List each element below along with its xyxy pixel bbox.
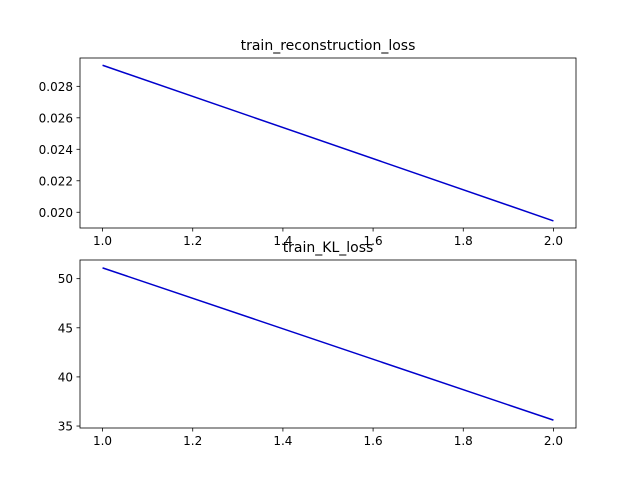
- axes-frame: [79, 259, 577, 429]
- x-tick-label: 1.8: [454, 234, 473, 248]
- series-line-1: [102, 267, 554, 421]
- x-tick-label: 1.8: [454, 434, 473, 448]
- plot-layer: 1.0 1.2 1.4 1.6 1.8 2.0 0.020 0.022 0.024 0.026 0.…: [39, 38, 577, 448]
- y-tick-label: 0.024: [39, 143, 73, 157]
- x-tick-label: 1.2: [183, 434, 202, 448]
- series-line-1: [102, 64, 554, 222]
- chart-title: train_KL_loss: [283, 240, 374, 256]
- y-tick-label: 0.020: [39, 206, 73, 220]
- axes-frame: [79, 57, 577, 229]
- y-tick-label: 40: [58, 370, 73, 384]
- x-tick-label: 1.6: [364, 234, 383, 248]
- x-tick-label: 1.0: [93, 234, 112, 248]
- y-tick-label: 0.022: [39, 174, 73, 188]
- x-tick-label: 1.4: [273, 434, 292, 448]
- y-tick-label: 0.026: [39, 111, 73, 125]
- x-tick-label: 1.0: [93, 434, 112, 448]
- x-tick-label: 2.0: [544, 234, 563, 248]
- x-tick-label: 1.6: [364, 434, 383, 448]
- y-tick-label: 35: [58, 420, 73, 434]
- x-tick-label: 1.4: [273, 234, 292, 248]
- chart-title: train_reconstruction_loss: [241, 38, 416, 54]
- subplot-1: 1.0 1.2 1.4 1.6 1.8 2.0 0.020 0.022 0.024 0.026 0.…: [39, 38, 577, 248]
- y-tick-label: 50: [58, 272, 73, 286]
- x-tick-label: 2.0: [544, 434, 563, 448]
- subplot-2: 1.0 1.2 1.4 1.6 1.8 2.0 35 40 45 50 train_KL_loss: [58, 240, 577, 448]
- y-tick-label: 45: [58, 321, 73, 335]
- x-tick-label: 1.2: [183, 234, 202, 248]
- y-tick-label: 0.028: [39, 80, 73, 94]
